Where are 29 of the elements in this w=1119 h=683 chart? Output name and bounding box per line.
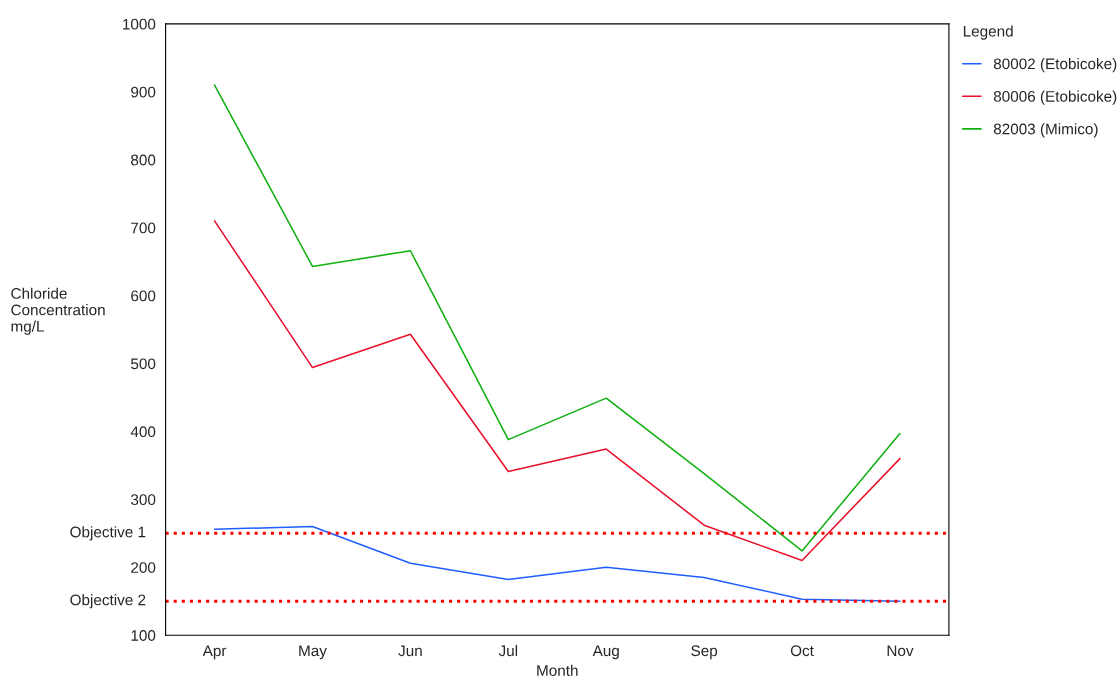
y-tick-label: 600: [131, 290, 156, 302]
y-tick-label: 100: [131, 630, 156, 641]
legend-label: 82003 (Mimico): [993, 123, 1098, 138]
x-axis-title: Month: [537, 664, 578, 676]
y-tick-label: 500: [131, 358, 156, 370]
line-series: [213, 220, 901, 562]
legend-label: 80002 (Etobicoke): [993, 58, 1117, 73]
x-tick-label: Oct: [790, 645, 814, 657]
x-tick-label: Jun: [398, 645, 422, 657]
ref-line-label: Objective 1: [70, 526, 146, 541]
y-tick-label: 700: [131, 222, 156, 234]
y-tick-label: 800: [131, 154, 156, 166]
y-tick-label: 900: [131, 86, 156, 98]
x-tick-label: Aug: [592, 645, 619, 660]
x-tick-label: Nov: [887, 645, 914, 657]
ref-line-label: Objective 2: [70, 594, 146, 609]
line-series: [213, 84, 901, 552]
y-tick-label: 400: [130, 426, 156, 438]
y-tick-label: 200: [131, 562, 156, 573]
x-tick-label: Sep: [691, 645, 718, 660]
legend-title: Legend: [963, 25, 1013, 40]
x-tick-label: Jul: [498, 644, 518, 657]
line-series: [213, 525, 901, 602]
y-axis-title: Chloride Concentration mg/L: [11, 287, 105, 335]
x-tick-label: May: [299, 645, 327, 660]
x-tick-label: Apr: [202, 645, 227, 660]
y-tick-label: 300: [130, 494, 156, 506]
legend-label: 80006 (Etobicoke): [993, 90, 1117, 105]
y-tick-label: 1000: [123, 18, 156, 30]
